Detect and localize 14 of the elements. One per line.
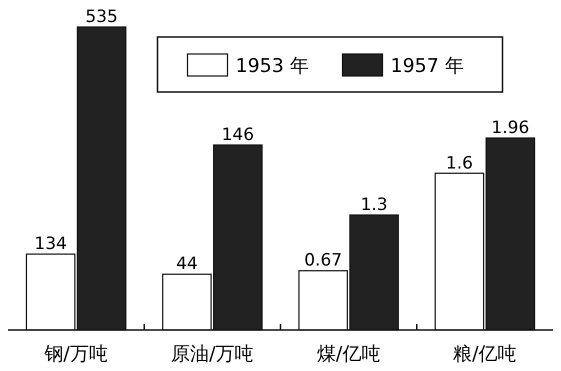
legend-label: 1957 年 <box>390 55 464 77</box>
x-tick-label: 粮/亿吨 <box>453 343 517 365</box>
x-tick-label: 煤/亿吨 <box>316 343 380 365</box>
data-label: 0.67 <box>304 250 342 271</box>
data-label: 1.6 <box>446 153 473 174</box>
legend-label: 1953 年 <box>236 55 309 77</box>
data-label: 1.3 <box>360 195 388 215</box>
data-label: 44 <box>176 254 198 274</box>
data-label: 535 <box>85 7 118 27</box>
data-label: 134 <box>34 234 67 254</box>
data-label: 1.96 <box>491 118 530 138</box>
x-tick-label: 原油/万吨 <box>171 343 254 365</box>
data-label: 146 <box>222 125 254 145</box>
x-tick-label: 钢/万吨 <box>43 343 108 365</box>
